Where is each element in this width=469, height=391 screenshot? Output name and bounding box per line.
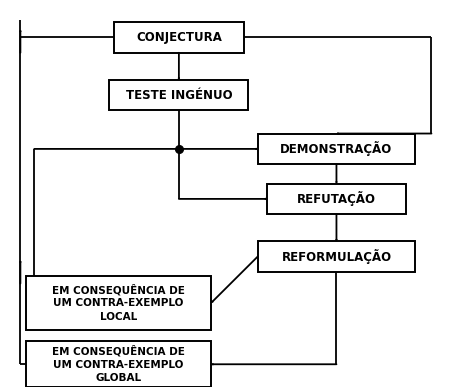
Text: TESTE INGÉNUO: TESTE INGÉNUO <box>126 89 232 102</box>
FancyBboxPatch shape <box>114 22 244 53</box>
FancyBboxPatch shape <box>267 183 406 214</box>
Text: EM CONSEQUÊNCIA DE
UM CONTRA-EXEMPLO
GLOBAL: EM CONSEQUÊNCIA DE UM CONTRA-EXEMPLO GLO… <box>52 345 185 383</box>
Text: REFUTAÇÃO: REFUTAÇÃO <box>297 192 376 206</box>
FancyBboxPatch shape <box>26 276 212 330</box>
FancyBboxPatch shape <box>109 80 249 110</box>
FancyBboxPatch shape <box>257 241 415 272</box>
FancyBboxPatch shape <box>257 134 415 164</box>
Text: CONJECTURA: CONJECTURA <box>136 31 222 44</box>
Text: REFORMULAÇÃO: REFORMULAÇÃO <box>281 249 392 264</box>
Text: EM CONSEQUÊNCIA DE
UM CONTRA-EXEMPLO
LOCAL: EM CONSEQUÊNCIA DE UM CONTRA-EXEMPLO LOC… <box>52 284 185 322</box>
FancyBboxPatch shape <box>26 341 212 387</box>
Text: DEMONSTRAÇÃO: DEMONSTRAÇÃO <box>280 142 393 156</box>
